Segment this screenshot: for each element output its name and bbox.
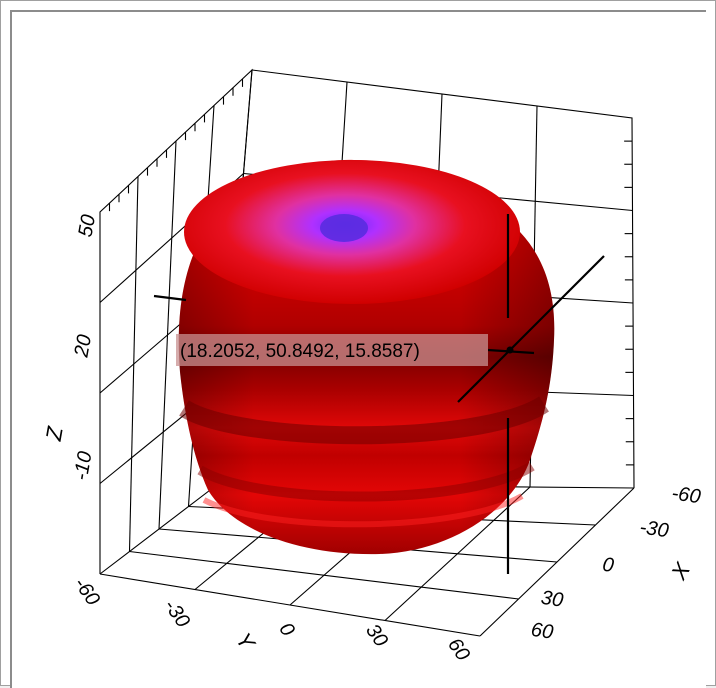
- tooltip-text: (18.2052, 50.8492, 15.8587): [180, 341, 420, 362]
- x-tick-label: -30: [638, 516, 670, 542]
- z-tick-label: 50: [75, 213, 101, 239]
- x-tick-label: 0: [601, 554, 615, 577]
- floor-gridline: [384, 486, 531, 621]
- tooltip-box: [176, 334, 488, 366]
- cursor-point: [506, 346, 514, 354]
- floor-gridline: [479, 487, 635, 637]
- surface-band: [202, 493, 524, 528]
- y-tick-label: -60: [69, 573, 104, 609]
- cursor-crosshair: [153, 214, 605, 574]
- z-tick-label: -10: [70, 450, 97, 482]
- y-tick-label: -30: [159, 595, 194, 631]
- surface-cap-center: [320, 214, 368, 242]
- x-tick-label: 30: [540, 587, 565, 612]
- y-tick-label: 60: [443, 634, 474, 665]
- y-tick-label: 30: [361, 620, 392, 651]
- crosshair-y-line: [153, 294, 187, 302]
- z-axis-title: Z: [41, 423, 68, 443]
- surface-band: [179, 396, 549, 445]
- y-tick-label: 0: [274, 619, 298, 641]
- x-tick-label: -60: [670, 482, 702, 508]
- z-tick-label: 20: [70, 333, 96, 360]
- surface-band: [197, 461, 535, 502]
- cursor-tooltip: (18.2052, 50.8492, 15.8587): [176, 334, 488, 366]
- x-axis-title: X: [666, 557, 696, 584]
- x-tick-label: 60: [530, 619, 555, 644]
- crosshair-x-line: [457, 255, 605, 403]
- y-axis-title: Y: [231, 628, 261, 655]
- left-wall-gridline: [158, 140, 177, 530]
